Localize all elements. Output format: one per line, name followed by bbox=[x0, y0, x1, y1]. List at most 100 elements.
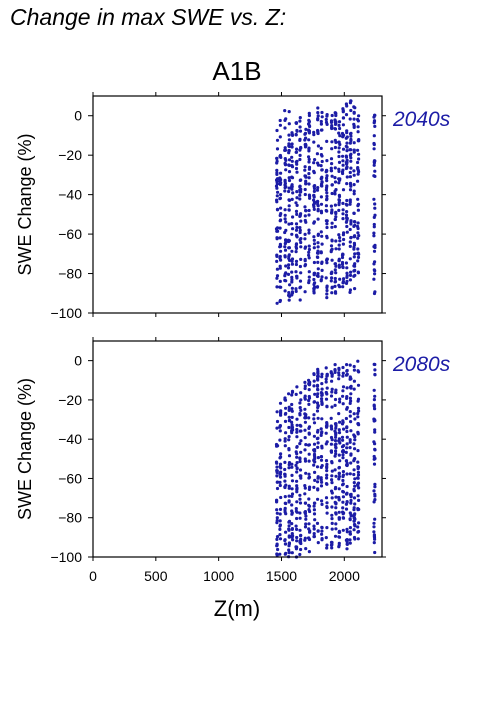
data-point bbox=[320, 393, 324, 397]
data-point bbox=[307, 388, 311, 392]
data-point bbox=[338, 397, 342, 401]
data-point bbox=[356, 411, 360, 416]
data-point bbox=[315, 285, 319, 289]
data-point bbox=[373, 482, 377, 486]
data-point bbox=[329, 166, 333, 170]
data-point bbox=[372, 142, 376, 147]
data-point bbox=[307, 138, 311, 142]
data-point bbox=[334, 247, 338, 251]
data-point bbox=[287, 143, 291, 147]
data-point bbox=[341, 450, 346, 454]
data-point bbox=[345, 216, 349, 221]
data-point bbox=[341, 154, 345, 158]
data-point bbox=[341, 385, 346, 389]
data-point bbox=[325, 501, 329, 505]
data-point bbox=[348, 257, 352, 261]
data-point bbox=[341, 489, 345, 494]
data-point bbox=[337, 371, 341, 375]
data-point bbox=[325, 511, 329, 515]
data-point bbox=[316, 204, 320, 208]
data-point bbox=[278, 213, 282, 218]
data-point bbox=[303, 192, 307, 197]
data-point bbox=[287, 189, 291, 194]
data-point bbox=[320, 537, 324, 541]
data-point bbox=[325, 421, 329, 425]
data-point bbox=[357, 138, 361, 142]
data-point bbox=[287, 208, 291, 212]
data-point bbox=[330, 379, 334, 383]
data-point bbox=[307, 231, 311, 235]
data-point bbox=[320, 180, 324, 184]
data-point bbox=[312, 238, 316, 242]
data-point bbox=[337, 169, 341, 173]
data-point bbox=[345, 429, 349, 434]
data-point bbox=[344, 459, 348, 463]
data-point bbox=[320, 234, 324, 238]
data-point bbox=[334, 502, 338, 506]
data-point bbox=[352, 379, 356, 383]
data-point bbox=[303, 396, 307, 400]
data-point bbox=[316, 488, 320, 492]
data-point bbox=[290, 175, 294, 179]
data-point bbox=[325, 482, 329, 486]
data-point bbox=[278, 236, 282, 240]
data-point bbox=[330, 174, 334, 178]
data-point bbox=[352, 173, 356, 177]
data-point bbox=[324, 208, 328, 213]
data-point bbox=[279, 455, 283, 459]
data-point bbox=[348, 188, 353, 192]
data-point bbox=[312, 384, 316, 388]
data-point bbox=[356, 236, 360, 240]
data-point bbox=[278, 533, 282, 537]
data-point bbox=[324, 380, 328, 384]
data-point bbox=[344, 507, 349, 511]
data-point bbox=[337, 233, 341, 237]
data-point bbox=[283, 412, 287, 416]
data-point bbox=[316, 377, 320, 381]
data-point bbox=[341, 171, 345, 176]
data-point bbox=[356, 406, 361, 410]
data-point bbox=[307, 394, 311, 399]
data-point bbox=[279, 171, 283, 175]
data-point bbox=[307, 155, 311, 159]
data-point bbox=[329, 157, 334, 161]
data-point bbox=[316, 267, 320, 271]
data-point bbox=[341, 495, 345, 499]
data-point bbox=[373, 169, 377, 173]
data-point bbox=[372, 277, 376, 281]
data-point bbox=[315, 152, 319, 156]
data-point bbox=[312, 186, 317, 191]
data-point bbox=[295, 467, 299, 471]
data-point bbox=[290, 186, 294, 190]
data-point bbox=[356, 399, 360, 403]
data-point bbox=[307, 124, 312, 128]
data-point bbox=[308, 380, 312, 384]
data-point bbox=[345, 396, 349, 400]
data-point bbox=[275, 194, 279, 198]
data-point bbox=[278, 519, 282, 523]
data-point bbox=[312, 130, 316, 134]
data-point bbox=[284, 264, 288, 268]
data-point bbox=[312, 277, 316, 282]
data-point bbox=[320, 175, 324, 179]
data-point bbox=[373, 206, 377, 210]
data-point bbox=[316, 372, 320, 376]
data-point bbox=[294, 233, 299, 237]
data-point bbox=[275, 511, 279, 515]
data-point bbox=[334, 264, 338, 268]
data-point bbox=[320, 399, 324, 403]
data-point bbox=[290, 278, 294, 282]
data-point bbox=[352, 412, 356, 416]
data-point bbox=[341, 438, 345, 442]
data-point bbox=[304, 127, 308, 131]
data-point bbox=[340, 445, 345, 449]
data-point bbox=[348, 181, 353, 185]
data-point bbox=[356, 247, 360, 251]
data-point bbox=[316, 131, 320, 136]
data-point bbox=[372, 147, 376, 151]
data-point bbox=[298, 493, 302, 497]
data-point bbox=[349, 429, 353, 433]
data-point bbox=[333, 122, 338, 126]
data-point bbox=[320, 382, 324, 386]
data-point bbox=[319, 458, 324, 462]
